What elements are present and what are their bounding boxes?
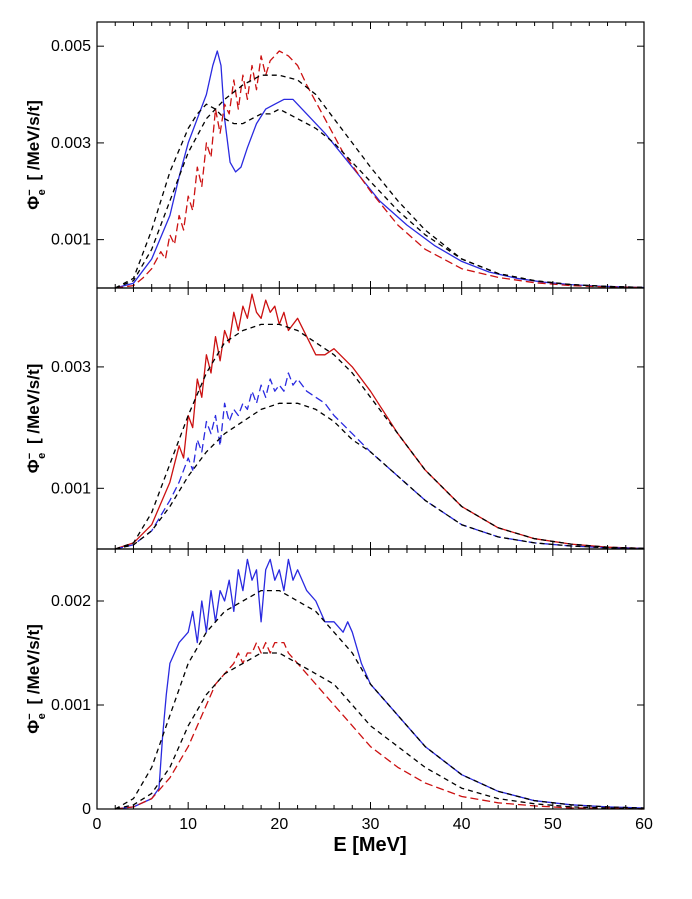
y-axis-title-bottom: Φ−e [ /MeV/s/t] (24, 624, 48, 734)
series-line-top-0 (115, 50, 645, 289)
plot-frame-bottom (96, 548, 645, 810)
y-tick-label: 0.003 (51, 135, 91, 152)
series-line-middle-0 (114, 293, 645, 550)
series-line-middle-2 (114, 323, 645, 550)
y-tick-label: 0.001 (51, 697, 91, 714)
y-axis-symbol: Φ (24, 196, 43, 210)
series-line-bottom-3 (115, 652, 645, 810)
x-axis-title: E [MeV] (333, 834, 406, 856)
series-line-bottom-1 (115, 641, 645, 810)
y-tick-label: 0.005 (51, 38, 91, 55)
y-tick-label: 0 (82, 801, 91, 818)
y-axis-unit: [ /MeV/s/t] (24, 100, 43, 185)
series-line-top-1 (115, 50, 645, 289)
y-tick-label: 0.002 (51, 593, 91, 610)
y-axis-unit: [ /MeV/s/t] (24, 364, 43, 449)
series-line-top-2 (114, 74, 645, 289)
plot-frame-top (96, 21, 645, 289)
y-axis-symbol: Φ (24, 720, 43, 734)
y-axis-subscript: e (36, 713, 48, 719)
x-tick-label: 50 (544, 816, 562, 833)
y-axis-subscript: e (36, 453, 48, 459)
y-axis-title-middle: Φ−e [ /MeV/s/t] (24, 364, 48, 474)
y-axis-symbol: Φ (24, 459, 43, 473)
y-axis-unit: [ /MeV/s/t] (24, 624, 43, 709)
x-tick-label: 10 (179, 816, 197, 833)
x-tick-label: 20 (270, 816, 288, 833)
plot-frame-middle (96, 287, 645, 550)
x-tick-label: 60 (635, 816, 653, 833)
y-tick-label: 0.003 (51, 359, 91, 376)
x-tick-label: 40 (453, 816, 471, 833)
y-axis-subscript: e (36, 189, 48, 195)
x-tick-label: 0 (93, 816, 102, 833)
y-tick-label: 0.001 (51, 480, 91, 497)
y-axis-superscript: − (24, 453, 36, 459)
y-axis-title-top: Φ−e [ /MeV/s/t] (24, 100, 48, 210)
y-axis-superscript: − (24, 189, 36, 195)
x-tick-label: 30 (362, 816, 380, 833)
panel-bottom: 0 0.001 0.002 0 10 20 30 40 50 60 Φ−e [ /MeV/s/t] (24, 548, 653, 833)
y-axis-superscript: − (24, 713, 36, 719)
series-line-bottom-0 (115, 558, 645, 810)
series-line-bottom-2 (114, 589, 645, 810)
y-tick-label: 0.001 (51, 232, 91, 249)
series-line-middle-3 (115, 402, 645, 550)
panel-top: 0.001 0.003 0.005 Φ−e [ /MeV/s/t] (24, 21, 645, 289)
series-line-top-3 (114, 103, 645, 289)
